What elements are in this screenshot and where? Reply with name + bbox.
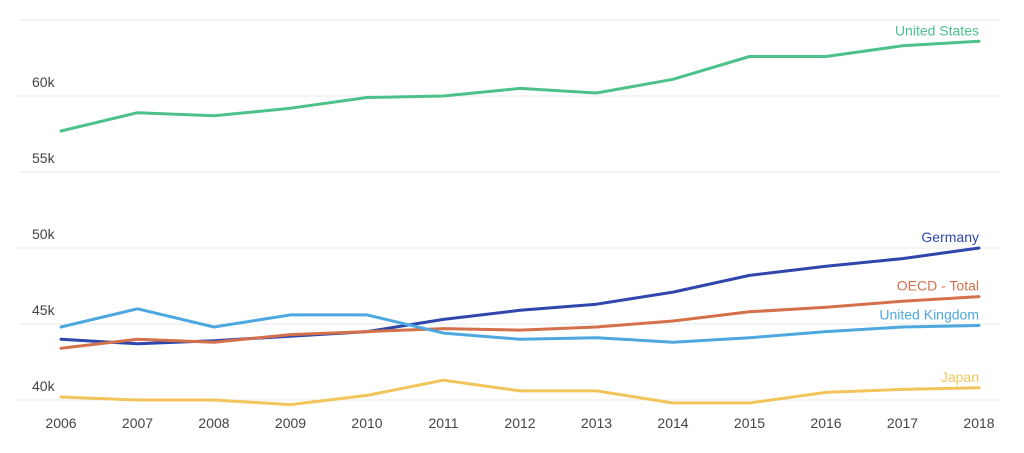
y-tick-label: 40k (32, 378, 56, 394)
series-lines (59, 39, 981, 407)
x-tick-label: 2014 (657, 415, 688, 431)
series-label-germany: Germany (921, 229, 979, 245)
series-line-oecd-total (59, 295, 981, 350)
series-labels: United States Germany OECD - Total United K… (879, 22, 979, 385)
y-tick-label: 45k (32, 302, 56, 318)
y-tick-label: 50k (32, 226, 56, 242)
y-tick-label: 55k (32, 150, 56, 166)
x-tick-label: 2016 (810, 415, 841, 431)
series-label-japan: Japan (941, 369, 979, 385)
x-tick-label: 2011 (428, 415, 458, 431)
series-line-united-states (59, 39, 981, 133)
x-tick-label: 2009 (275, 415, 306, 431)
x-tick-label: 2015 (734, 415, 765, 431)
x-tick-label: 2017 (887, 415, 918, 431)
x-tick-label: 2008 (198, 415, 229, 431)
series-line-japan (59, 378, 981, 407)
y-axis: 40k 45k 50k 55k 60k (32, 74, 56, 394)
x-axis: 2006 2007 2008 2009 2010 2011 2012 2013 2014 2015… (45, 415, 994, 431)
x-tick-label: 2010 (351, 415, 382, 431)
series-line-united-kingdom (59, 307, 981, 344)
series-label-oecd-total: OECD - Total (897, 278, 979, 294)
x-tick-label: 2007 (122, 415, 153, 431)
x-tick-label: 2018 (963, 415, 994, 431)
x-tick-label: 2013 (581, 415, 612, 431)
series-label-united-kingdom: United Kingdom (879, 307, 979, 323)
y-tick-label: 60k (32, 74, 56, 90)
x-tick-label: 2012 (504, 415, 535, 431)
series-label-united-states: United States (895, 22, 979, 38)
x-tick-label: 2006 (45, 415, 76, 431)
